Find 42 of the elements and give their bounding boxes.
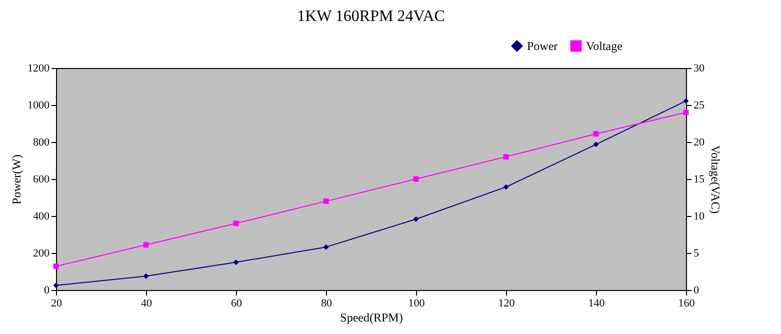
legend-label: Voltage [586,39,622,53]
y-tick-label: 800 [33,136,50,148]
chart-title: 1KW 160RPM 24VAC [297,8,445,25]
x-tick-label: 120 [498,298,516,310]
y2-tick-label: 5 [694,248,700,260]
point [323,198,329,204]
y2-tick-label: 0 [694,284,700,296]
y-axis-title: Power(W) [10,154,24,204]
y2-tick-label: 15 [694,174,705,186]
x-tick-label: 20 [51,298,62,310]
x-axis-title: Speed(RPM) [340,310,403,324]
point [683,110,689,116]
y-tick-label: 400 [33,210,50,222]
y-tick-label: 200 [33,248,50,260]
y2-axis-title: Voltage(VAC) [708,145,722,214]
point [503,184,509,190]
y-tick-label: 1000 [28,100,50,112]
point [143,242,149,248]
y2-tick-label: 30 [694,62,705,74]
y2-tick-label: 25 [694,100,705,112]
x-tick-label: 140 [588,298,606,310]
point [143,273,149,279]
point [593,142,599,148]
legend-label: Power [527,39,558,53]
x-tick-label: 60 [231,298,242,310]
y2-tick-label: 10 [694,210,705,222]
point [593,131,599,137]
y-tick-label: 600 [33,174,50,186]
point [413,216,419,222]
y2-tick-label: 20 [694,136,705,148]
point [683,98,689,104]
point [503,154,509,160]
point [53,264,59,270]
x-tick-label: 160 [678,298,696,310]
x-tick-label: 100 [408,298,426,310]
point [53,282,59,288]
point [323,244,329,250]
point [233,220,239,226]
x-tick-label: 80 [321,298,332,310]
y-tick-label: 0 [44,284,50,296]
x-tick-label: 40 [141,298,152,310]
y-tick-label: 1200 [28,62,50,74]
